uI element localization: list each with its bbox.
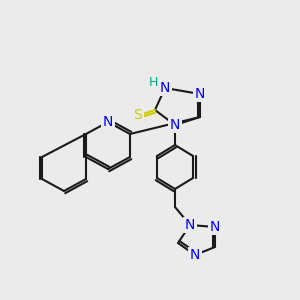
Text: H: H xyxy=(148,76,158,88)
Text: N: N xyxy=(210,220,220,234)
Text: N: N xyxy=(160,81,170,95)
Text: N: N xyxy=(103,115,113,129)
Text: N: N xyxy=(170,118,180,132)
Text: N: N xyxy=(185,218,195,232)
Text: N: N xyxy=(195,87,205,101)
Text: N: N xyxy=(190,248,200,262)
Text: S: S xyxy=(134,108,142,122)
